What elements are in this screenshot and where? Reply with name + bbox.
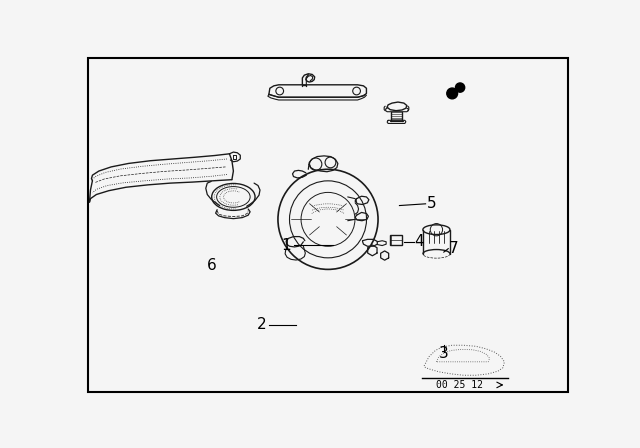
Text: 3: 3: [439, 346, 449, 362]
Text: 1: 1: [282, 238, 291, 253]
Text: 4: 4: [414, 234, 424, 249]
Text: 6: 6: [207, 258, 217, 273]
Text: 00 25 12: 00 25 12: [436, 380, 483, 390]
Text: 7: 7: [449, 241, 458, 256]
Circle shape: [456, 83, 465, 92]
Text: 5: 5: [427, 196, 436, 211]
Circle shape: [447, 88, 458, 99]
Bar: [390, 235, 402, 245]
Text: 2: 2: [257, 317, 266, 332]
